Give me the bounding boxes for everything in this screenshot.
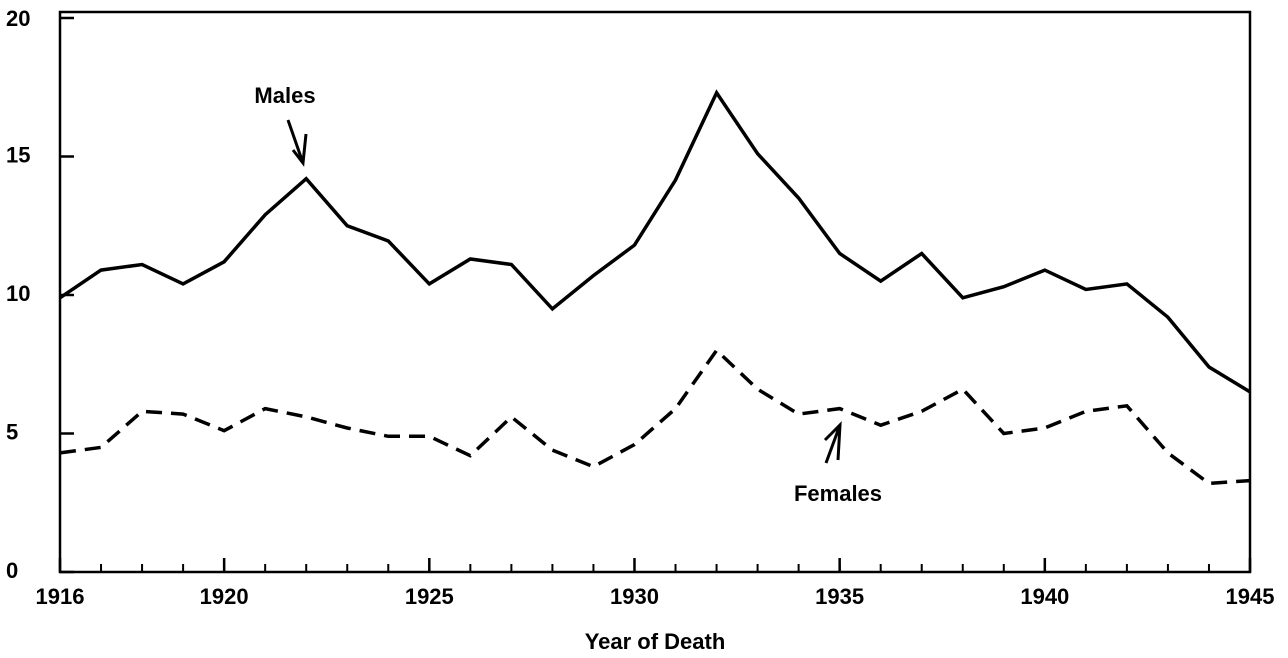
x-tick-label: 1940 xyxy=(1020,584,1069,609)
x-tick-label: 1925 xyxy=(405,584,454,609)
annotation-arrow xyxy=(823,421,842,464)
x-tick-label: 1935 xyxy=(815,584,864,609)
y-tick-label: 5 xyxy=(6,419,18,444)
x-tick-label: 1916 xyxy=(36,584,85,609)
x-tick-label: 1945 xyxy=(1226,584,1275,609)
annotation: Males xyxy=(254,83,315,108)
annotation: Females xyxy=(794,481,882,506)
x-axis-label: Year of Death xyxy=(585,629,726,654)
plot-frame xyxy=(58,10,1252,574)
data-line xyxy=(59,89,1251,394)
x-tick-label: 1920 xyxy=(200,584,249,609)
data-line xyxy=(59,347,1251,486)
y-tick-label: 10 xyxy=(6,281,30,306)
annotation-arrow xyxy=(286,119,308,167)
y-tick-label: 0 xyxy=(6,558,18,583)
x-tick-label: 1930 xyxy=(610,584,659,609)
y-tick-label: 20 xyxy=(6,6,30,31)
y-tick-label: 15 xyxy=(6,142,30,167)
